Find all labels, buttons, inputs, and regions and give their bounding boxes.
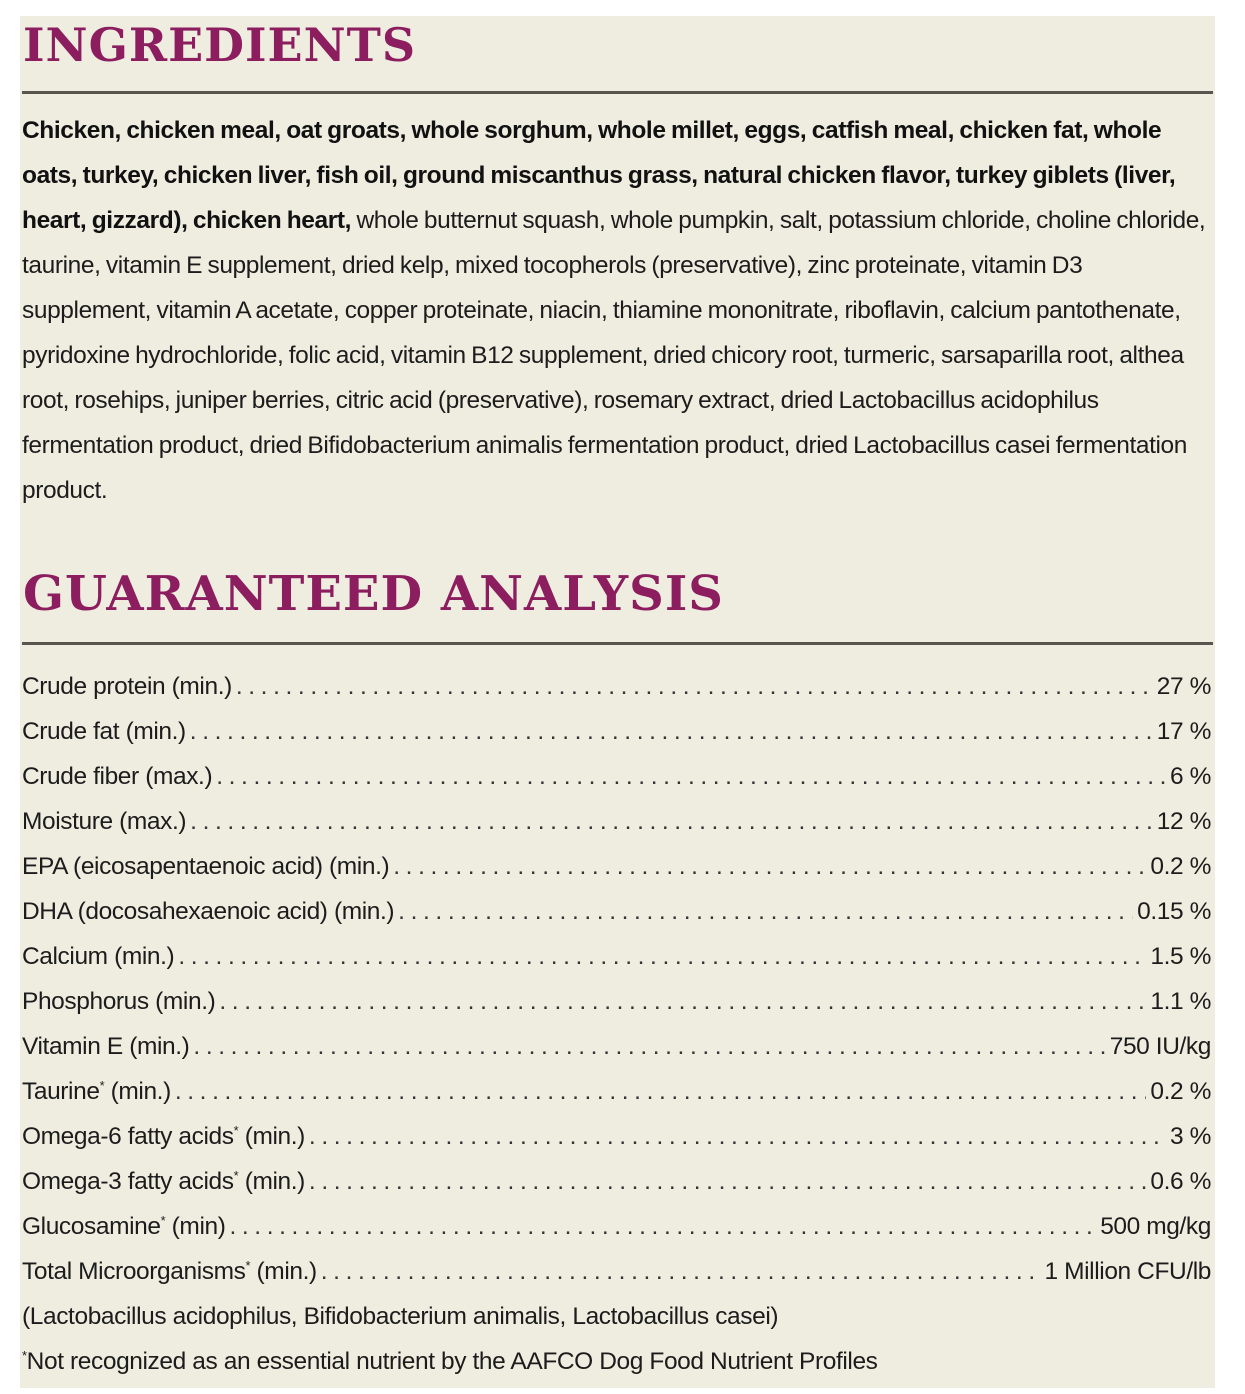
dot-leader — [190, 799, 1153, 844]
analysis-row-value: 1 Million CFU/lb — [1044, 1258, 1212, 1285]
footnote-mark: * — [245, 1258, 251, 1273]
ingredients-heading: INGREDIENTS — [23, 18, 417, 72]
analysis-row-label: Crude fat (min.) — [22, 718, 186, 745]
analysis-row-value: 500 mg/kg — [1100, 1213, 1211, 1240]
analysis-row-label: Crude fiber (max.) — [22, 763, 213, 790]
analysis-row-value: 6 % — [1169, 763, 1211, 790]
analysis-rows: Crude protein (min.) 27 % Crude fat (min.)… — [22, 664, 1211, 1294]
analysis-row-value: 27 % — [1156, 673, 1212, 700]
dot-leader — [175, 1069, 1147, 1114]
nutrition-panel: INGREDIENTS Chicken, chicken meal, oat g… — [20, 16, 1215, 1388]
analysis-row-label: Moisture (max.) — [22, 808, 187, 835]
dot-leader — [393, 844, 1146, 889]
analysis-row: Crude fiber (max.) 6 % — [22, 754, 1211, 799]
analysis-row-label: Total Microorganisms* (min.) — [22, 1258, 317, 1285]
ingredients-text: Chicken, chicken meal, oat groats, whole… — [22, 108, 1212, 513]
footnote-mark: * — [22, 1348, 27, 1363]
analysis-row-label: Omega-3 fatty acids* (min.) — [22, 1168, 305, 1195]
analysis-row-value: 1.1 % — [1150, 988, 1211, 1015]
analysis-row: Taurine* (min.) 0.2 % — [22, 1069, 1211, 1114]
analysis-row-label: Crude protein (min.) — [22, 673, 232, 700]
dot-leader — [178, 934, 1146, 979]
analysis-row-value: 17 % — [1156, 718, 1212, 745]
dot-leader — [398, 889, 1133, 934]
dot-leader — [216, 754, 1166, 799]
dot-leader — [193, 1024, 1105, 1069]
analysis-row: Vitamin E (min.) 750 IU/kg — [22, 1024, 1211, 1069]
dot-leader — [236, 664, 1153, 709]
analysis-row-label: Calcium (min.) — [22, 943, 175, 970]
analysis-row-value: 0.2 % — [1150, 1078, 1211, 1105]
analysis-row-value: 3 % — [1169, 1123, 1211, 1150]
analysis-row-value: 0.2 % — [1150, 853, 1211, 880]
footnote-mark: * — [233, 1168, 239, 1183]
strains-note: (Lactobacillus acidophilus, Bifidobacter… — [22, 1303, 779, 1330]
analysis-row: Phosphorus (min.) 1.1 % — [22, 979, 1211, 1024]
analysis-row-label: Glucosamine* (min) — [22, 1213, 226, 1240]
analysis-row: Omega-6 fatty acids* (min.) 3 % — [22, 1114, 1211, 1159]
dot-leader — [309, 1114, 1166, 1159]
analysis-row-label: Vitamin E (min.) — [22, 1033, 190, 1060]
footnote-mark: * — [160, 1213, 166, 1228]
dot-leader — [321, 1249, 1041, 1294]
analysis-row-value: 0.6 % — [1150, 1168, 1211, 1195]
footnote-mark: * — [99, 1078, 105, 1093]
analysis-row: Omega-3 fatty acids* (min.) 0.6 % — [22, 1159, 1211, 1204]
dot-leader — [190, 709, 1153, 754]
analysis-row-value: 12 % — [1156, 808, 1212, 835]
footnote: *Not recognized as an essential nutrient… — [22, 1339, 1211, 1384]
analysis-row-label: Phosphorus (min.) — [22, 988, 216, 1015]
ingredients-regular-text: whole butternut squash, whole pumpkin, s… — [22, 207, 1206, 504]
analysis-table: Crude protein (min.) 27 % Crude fat (min.)… — [22, 664, 1211, 1384]
footnote-mark: * — [233, 1123, 239, 1138]
analysis-row: DHA (docosahexaenoic acid) (min.) 0.15 % — [22, 889, 1211, 934]
analysis-row: Moisture (max.) 12 % — [22, 799, 1211, 844]
analysis-row-label: DHA (docosahexaenoic acid) (min.) — [22, 898, 395, 925]
ingredients-divider — [22, 91, 1213, 94]
analysis-divider — [22, 642, 1213, 645]
analysis-row: Crude protein (min.) 27 % — [22, 664, 1211, 709]
footnote-text: Not recognized as an essential nutrient … — [26, 1348, 878, 1375]
dot-leader — [219, 979, 1146, 1024]
ingredients-bold-text: Chicken, chicken meal, oat groats, whole… — [22, 117, 1176, 234]
analysis-row-value: 1.5 % — [1150, 943, 1211, 970]
analysis-row-label: EPA (eicosapentaenoic acid) (min.) — [22, 853, 390, 880]
analysis-row: Crude fat (min.) 17 % — [22, 709, 1211, 754]
analysis-row: Calcium (min.) 1.5 % — [22, 934, 1211, 979]
analysis-row: Glucosamine* (min) 500 mg/kg — [22, 1204, 1211, 1249]
dot-leader — [229, 1204, 1096, 1249]
analysis-row: EPA (eicosapentaenoic acid) (min.) 0.2 % — [22, 844, 1211, 889]
analysis-row-value: 0.15 % — [1137, 898, 1211, 925]
analysis-row-value: 750 IU/kg — [1109, 1033, 1212, 1060]
analysis-row-label: Omega-6 fatty acids* (min.) — [22, 1123, 305, 1150]
analysis-row: Total Microorganisms* (min.) 1 Million CF… — [22, 1249, 1211, 1294]
analysis-heading: GUARANTEED ANALYSIS — [23, 566, 724, 622]
analysis-row-label: Taurine* (min.) — [22, 1078, 171, 1105]
dot-leader — [309, 1159, 1146, 1204]
